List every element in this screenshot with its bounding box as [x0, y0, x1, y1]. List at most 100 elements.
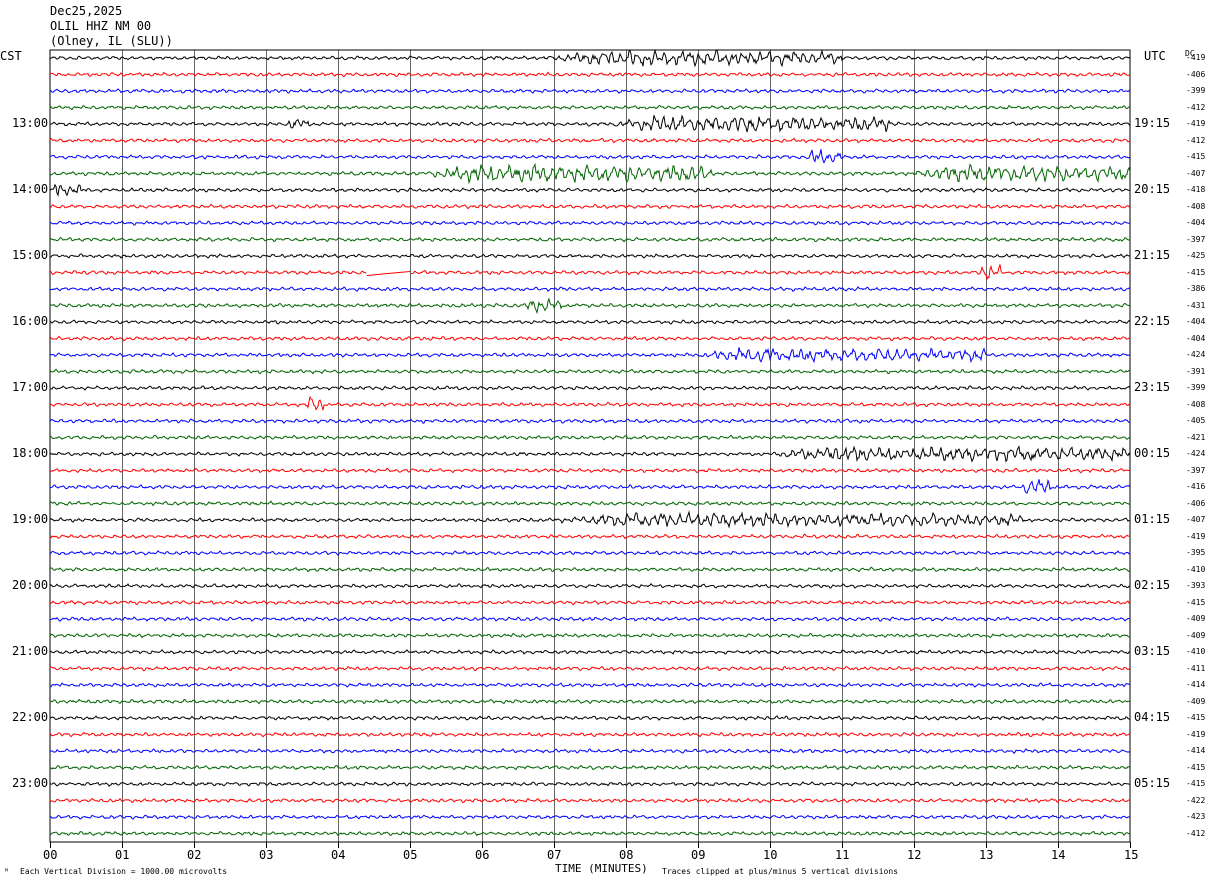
- trace-line-0: [49, 48, 1131, 68]
- trace-line-2: [49, 88, 1131, 94]
- dc-offset-value: -412: [1186, 135, 1206, 145]
- right-hour-label: 19:15: [1134, 116, 1171, 130]
- dc-offset-value: -415: [1186, 762, 1206, 772]
- dc-offset-value: -431: [1186, 300, 1206, 310]
- dc-offset-value: -406: [1186, 498, 1206, 508]
- trace-line-36: [49, 649, 1131, 655]
- trace-line-1: [49, 71, 1131, 78]
- dc-label: DC: [1185, 49, 1195, 58]
- dc-offset-value: -415: [1186, 597, 1206, 607]
- x-tick-label: 11: [835, 848, 850, 862]
- trace-line-34: [49, 616, 1131, 622]
- trace-line-47: [49, 830, 1131, 837]
- dc-offset-value: -424: [1186, 350, 1206, 359]
- trace-line-44: [49, 781, 1131, 787]
- left-hour-label: 21:00: [12, 644, 49, 658]
- grid-lines: [49, 49, 1131, 848]
- trace-line-20: [50, 385, 1131, 391]
- trace-line-8: [49, 183, 1131, 197]
- small-logo-icon: ᴹ: [4, 867, 9, 876]
- right-hour-label: 01:15: [1134, 512, 1171, 526]
- right-zone-label: UTC: [1144, 49, 1166, 63]
- dc-offset-value: -411: [1186, 663, 1206, 673]
- dc-offset-value: -415: [1186, 779, 1206, 788]
- left-hour-label: 14:00: [12, 182, 49, 196]
- trace-line-3: [49, 104, 1131, 111]
- trace-line-30: [49, 550, 1131, 556]
- trace-line-38: [49, 682, 1131, 688]
- trace-line-10: [49, 220, 1131, 226]
- trace-line-18: [49, 347, 1131, 364]
- dc-offset-value: -399: [1186, 383, 1206, 392]
- left-hour-label: 20:00: [12, 578, 49, 592]
- trace-line-45: [49, 797, 1131, 804]
- trace-line-39: [49, 698, 1131, 705]
- dc-offset-value: -407: [1186, 168, 1206, 178]
- trace-line-32: [49, 582, 1131, 589]
- dc-offset-value: -414: [1186, 746, 1206, 755]
- x-tick-label: 14: [1051, 848, 1066, 862]
- trace-line-7: [49, 162, 1131, 185]
- right-hour-label: 23:15: [1134, 380, 1171, 394]
- trace-line-19: [49, 368, 1131, 375]
- dc-offset-value: -409: [1186, 696, 1206, 706]
- left-hour-label: 15:00: [12, 248, 49, 262]
- trace-line-11: [49, 236, 1131, 243]
- right-hour-label: 00:15: [1134, 446, 1171, 460]
- x-tick-label: 09: [691, 848, 706, 862]
- x-tick-label: 12: [907, 848, 922, 862]
- trace-line-41: [49, 731, 1131, 738]
- dc-offset-value: -404: [1186, 333, 1206, 343]
- dc-offset-value: -409: [1186, 614, 1206, 623]
- trace-line-5: [49, 137, 1131, 144]
- dc-offset-value: -410: [1186, 564, 1206, 574]
- dc-offset-value: -419: [1186, 531, 1206, 541]
- trace-line-24: [49, 445, 1131, 463]
- trace-line-27: [49, 500, 1131, 507]
- dc-offset-value: -415: [1186, 713, 1206, 722]
- trace-line-15: [49, 297, 1131, 315]
- trace-line-37: [49, 665, 1131, 672]
- dc-offset-value: -419: [1186, 729, 1206, 739]
- trace-line-21: [49, 395, 1131, 411]
- right-hour-label: 21:15: [1134, 248, 1171, 262]
- left-hour-label: 17:00: [12, 380, 49, 394]
- dc-offset-value: -415: [1186, 152, 1206, 161]
- x-tick-label: 01: [115, 848, 130, 862]
- x-tick-label: 05: [403, 848, 418, 862]
- dc-offset-value: -405: [1186, 416, 1206, 425]
- trace-line-26: [49, 478, 1131, 494]
- footer-clip-note: Traces clipped at plus/minus 5 vertical …: [662, 867, 899, 876]
- trace-group: [49, 48, 1131, 837]
- dc-offset-value: -395: [1186, 548, 1206, 557]
- left-hour-label: 22:00: [12, 710, 49, 724]
- trace-line-33: [49, 599, 1131, 606]
- x-tick-label: 08: [619, 848, 634, 862]
- trace-line-28: [49, 510, 1131, 529]
- dc-offset-value: -406: [1186, 69, 1206, 79]
- dc-offset-value: -421: [1186, 432, 1206, 442]
- dc-offset-value: -416: [1186, 482, 1206, 491]
- trace-line-35: [49, 632, 1131, 639]
- dc-offset-value: -404: [1186, 218, 1206, 227]
- dc-offset-value: -424: [1186, 449, 1206, 458]
- dc-offset-value: -408: [1186, 201, 1206, 211]
- dc-offset-value: -419: [1186, 53, 1206, 62]
- trace-line-17: [49, 335, 1131, 342]
- trace-line-43: [49, 764, 1131, 771]
- station-label: OLIL HHZ NM 00: [50, 19, 152, 33]
- trace-line-6: [49, 149, 1131, 164]
- right-hour-label: 22:15: [1134, 314, 1171, 328]
- dc-offset-value: -397: [1186, 465, 1206, 475]
- dc-offset-value: -415: [1186, 267, 1206, 277]
- trace-line-25: [49, 467, 1131, 474]
- x-tick-label: 10: [763, 848, 778, 862]
- dc-offset-value: -412: [1186, 828, 1206, 838]
- left-zone-label: CST: [0, 49, 22, 63]
- dc-offset-value: -408: [1186, 399, 1206, 409]
- left-hour-label: 13:00: [12, 116, 49, 130]
- dc-offset-value: -404: [1186, 317, 1206, 326]
- trace-line-46: [49, 814, 1131, 820]
- dc-offset-value: -397: [1186, 234, 1206, 244]
